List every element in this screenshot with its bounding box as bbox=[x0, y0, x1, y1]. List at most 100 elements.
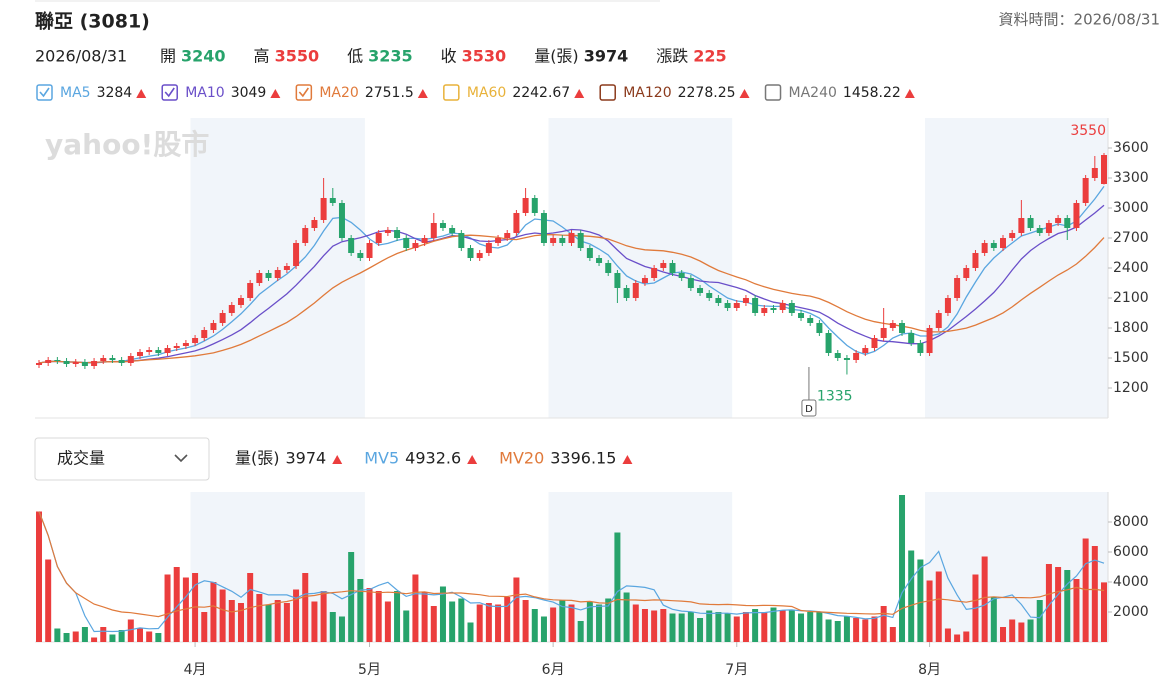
y-tick-label: 3300 bbox=[1113, 170, 1149, 186]
volume-bar bbox=[504, 597, 511, 642]
candle-body bbox=[550, 238, 557, 243]
candle-body bbox=[485, 243, 492, 253]
candle-body bbox=[1101, 155, 1107, 184]
candle-body bbox=[614, 273, 621, 288]
candle-body bbox=[724, 303, 731, 308]
y-tick-label: 1200 bbox=[1113, 380, 1149, 396]
volume-bar bbox=[614, 532, 621, 642]
ma-value: 3049 bbox=[231, 85, 267, 101]
volume-bar bbox=[908, 550, 915, 642]
volume-bar bbox=[697, 618, 704, 642]
volume-bar bbox=[623, 592, 630, 642]
candle-body bbox=[513, 213, 520, 233]
volume-bar bbox=[338, 616, 345, 642]
candle-body bbox=[127, 356, 134, 363]
candle-body bbox=[559, 238, 566, 243]
volume-bar bbox=[742, 612, 749, 642]
up-triangle bbox=[332, 455, 343, 464]
volume-bar bbox=[449, 601, 456, 642]
candle-body bbox=[972, 253, 979, 268]
month-band bbox=[548, 118, 733, 418]
candle-body bbox=[228, 305, 235, 313]
volume-bar bbox=[586, 601, 593, 642]
candle-body bbox=[843, 358, 850, 360]
volume-bar bbox=[687, 612, 694, 642]
candle-body bbox=[109, 358, 116, 360]
volume-bar bbox=[559, 600, 566, 642]
y-tick-label: 2400 bbox=[1113, 260, 1149, 276]
candle-body bbox=[182, 343, 189, 346]
candle-body bbox=[394, 230, 401, 238]
volume-bar bbox=[550, 607, 557, 642]
ma-name: MA20 bbox=[319, 85, 358, 101]
volume-bar bbox=[531, 609, 538, 642]
volume-bar bbox=[577, 621, 584, 642]
up-triangle bbox=[739, 89, 750, 98]
volume-bar bbox=[935, 571, 942, 642]
volume-bar bbox=[963, 631, 970, 642]
up-triangle bbox=[270, 89, 281, 98]
candle-body bbox=[173, 346, 180, 348]
ma-value: 1458.22 bbox=[843, 85, 901, 101]
candle-body bbox=[136, 352, 143, 356]
candle-body bbox=[540, 213, 547, 243]
ma-name: MA5 bbox=[60, 85, 91, 101]
candle-body bbox=[687, 278, 694, 288]
data-time: 資料時間：2026/08/31 bbox=[999, 11, 1160, 29]
ma-name: MA120 bbox=[623, 85, 671, 101]
y-tick-label: 2100 bbox=[1113, 290, 1149, 306]
y-tick-label: 1500 bbox=[1113, 350, 1149, 366]
volume-bar bbox=[311, 601, 318, 642]
month-band bbox=[924, 492, 1108, 642]
candle-body bbox=[1000, 238, 1007, 248]
event-marker: D bbox=[805, 404, 813, 415]
candle-body bbox=[1091, 168, 1098, 178]
candle-body bbox=[384, 230, 391, 233]
volume-legend-name: MV20 bbox=[499, 449, 544, 468]
month-label: 8月 bbox=[918, 662, 941, 678]
candle-body bbox=[412, 243, 419, 248]
candle-body bbox=[219, 313, 226, 323]
candle-body bbox=[908, 333, 915, 343]
volume-bar bbox=[926, 580, 933, 642]
low-label: 1335 bbox=[817, 389, 853, 405]
candle-body bbox=[311, 220, 318, 228]
volume-bar bbox=[54, 628, 61, 642]
volume-bar bbox=[770, 607, 777, 642]
volume-bar bbox=[1073, 579, 1080, 642]
candle-body bbox=[1027, 218, 1034, 228]
check-mark bbox=[298, 87, 310, 98]
candle-body bbox=[283, 266, 290, 270]
candle-body bbox=[586, 248, 593, 258]
candle-body bbox=[853, 353, 860, 360]
volume-bar bbox=[1036, 600, 1043, 642]
volume-tick-label: 2000 bbox=[1113, 604, 1149, 620]
volume-bar bbox=[1000, 627, 1007, 642]
volume-bar bbox=[164, 574, 171, 642]
volume-tick-label: 4000 bbox=[1113, 574, 1149, 590]
volume-bar bbox=[36, 511, 42, 642]
volume-bar bbox=[210, 582, 217, 642]
candle-body bbox=[862, 348, 869, 353]
watermark: yahoo!股市 bbox=[45, 128, 209, 161]
volume-bar bbox=[843, 616, 850, 642]
volume-bar bbox=[641, 609, 648, 642]
volume-selector-label[interactable]: 成交量 bbox=[57, 449, 105, 468]
candle-body bbox=[210, 323, 217, 330]
candle-body bbox=[651, 268, 658, 278]
chevron[interactable] bbox=[174, 454, 188, 463]
volume-bar bbox=[1101, 582, 1107, 642]
ma-value: 2278.25 bbox=[678, 85, 736, 101]
candle-body bbox=[641, 278, 648, 283]
volume-bar bbox=[660, 609, 667, 642]
volume-bar bbox=[1009, 619, 1016, 642]
candle-body bbox=[439, 223, 446, 228]
candle-body bbox=[366, 243, 373, 258]
up-triangle bbox=[622, 455, 633, 464]
volume-bar bbox=[779, 610, 786, 642]
volume-bar bbox=[100, 627, 107, 642]
volume-bar bbox=[495, 604, 502, 642]
volume-selector[interactable] bbox=[34, 437, 210, 481]
candle-body bbox=[954, 278, 961, 298]
y-tick-label: 3000 bbox=[1113, 200, 1149, 216]
